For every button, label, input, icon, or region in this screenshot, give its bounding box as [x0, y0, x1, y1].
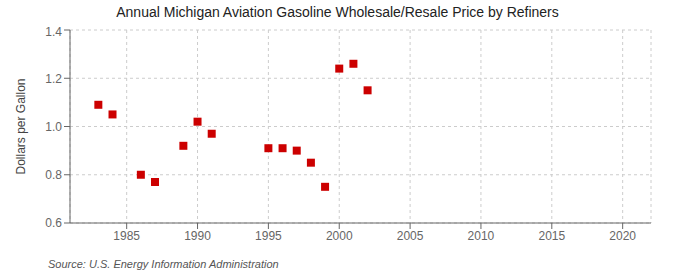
html-text:Annual Michigan Aviation Gasol: Annual Michigan Aviation Gasoline Wholes…: [116, 4, 559, 20]
svg-text:2000: 2000: [326, 229, 353, 243]
svg-text:1995: 1995: [255, 229, 282, 243]
svg-text:Dollars per Gallon: Dollars per Gallon: [14, 78, 28, 174]
svg-text:1985: 1985: [113, 229, 140, 243]
svg-text:2005: 2005: [397, 229, 424, 243]
svg-text:1.2: 1.2: [45, 72, 62, 86]
svg-text:0.8: 0.8: [45, 168, 62, 182]
svg-text:2010: 2010: [468, 229, 495, 243]
svg-text:1.0: 1.0: [45, 120, 62, 134]
svg-text:0.6: 0.6: [45, 216, 62, 230]
svg-text:1990: 1990: [184, 229, 211, 243]
svg-text:2020: 2020: [609, 229, 636, 243]
svg-text:2015: 2015: [538, 229, 565, 243]
html-text:Source: U.S. Energy Informatio: Source: U.S. Energy Information Administ…: [48, 258, 279, 270]
svg-text:1.4: 1.4: [45, 25, 62, 39]
